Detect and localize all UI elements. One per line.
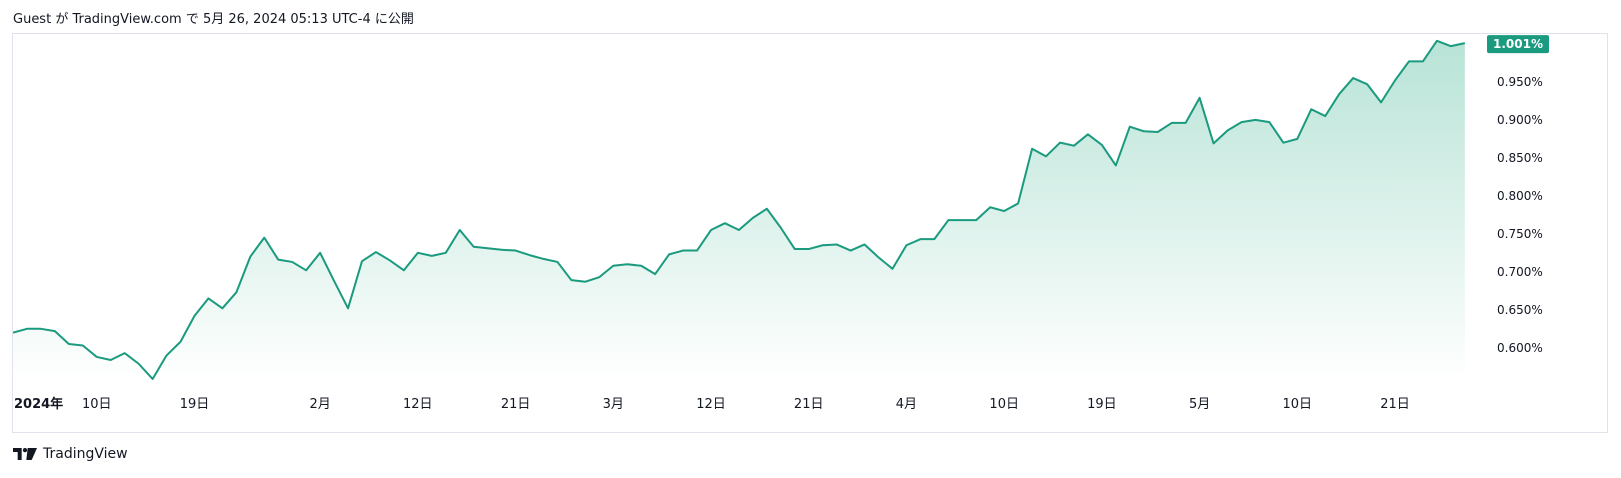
- x-tick-label: 2月: [309, 397, 330, 412]
- x-tick-label: 10日: [82, 397, 112, 412]
- x-tick-label: 12日: [403, 397, 433, 412]
- footer-brand[interactable]: TradingView: [43, 446, 128, 462]
- y-tick-label: 0.900%: [1497, 113, 1543, 127]
- footer: TradingView: [13, 446, 128, 462]
- x-tick-label: 12日: [696, 397, 726, 412]
- tradingview-logo-icon[interactable]: [13, 448, 37, 460]
- chart-frame: 0.600% 0.650% 0.700% 0.750% 0.800% 0.850% 0.90…: [12, 33, 1608, 433]
- x-tick-label: 19日: [1087, 397, 1117, 412]
- y-tick-label: 0.650%: [1497, 303, 1543, 317]
- x-tick-label: 3月: [603, 397, 624, 412]
- x-tick-label: 10日: [989, 397, 1019, 412]
- x-tick-label: 21日: [794, 397, 824, 412]
- x-tick-label: 21日: [1380, 397, 1410, 412]
- last-price-badge: [1487, 35, 1549, 54]
- y-tick-label: 0.950%: [1497, 75, 1543, 89]
- series-area-fill: [13, 40, 1465, 383]
- x-tick-label: 10日: [1283, 397, 1313, 412]
- x-tick-label: 21日: [501, 397, 531, 412]
- x-tick-label: 2024年: [14, 396, 63, 412]
- x-tick-label: 4月: [896, 397, 917, 412]
- series-line[interactable]: [13, 39, 1466, 380]
- x-tick-label: 19日: [180, 397, 210, 412]
- area-chart[interactable]: 0.600% 0.650% 0.700% 0.750% 0.800% 0.850% 0.90…: [13, 34, 1609, 434]
- time-axis[interactable]: 2024年 10日 19日 2月 12日 21日 3月 12日 21日 4月 10日 19日 5月 10日…: [14, 396, 1410, 412]
- plot-area: [13, 39, 1466, 383]
- y-tick-label: 0.850%: [1497, 151, 1543, 165]
- x-tick-label: 5月: [1189, 397, 1210, 412]
- y-tick-label: 0.600%: [1497, 341, 1543, 355]
- last-price-label: 1.001%: [1493, 37, 1543, 51]
- y-tick-label: 0.800%: [1497, 189, 1543, 203]
- y-tick-label: 0.700%: [1497, 265, 1543, 279]
- publish-caption: Guest が TradingView.com で 5月 26, 2024 05…: [13, 12, 414, 27]
- price-axis[interactable]: 0.600% 0.650% 0.700% 0.750% 0.800% 0.850% 0.90…: [1487, 35, 1549, 355]
- y-tick-label: 0.750%: [1497, 227, 1543, 241]
